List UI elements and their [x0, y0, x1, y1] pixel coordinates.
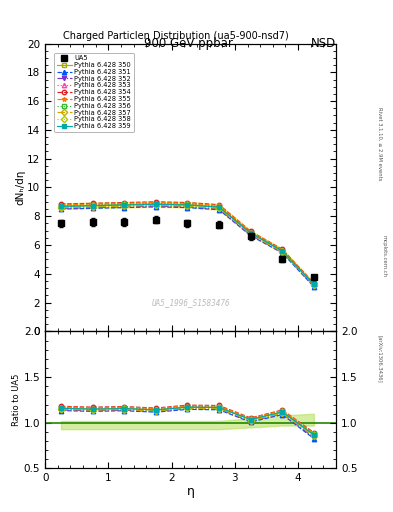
Title: Charged Particleη Distribution (ua5-900-nsd7): Charged Particleη Distribution (ua5-900-…	[63, 31, 289, 41]
Text: 900 GeV ppbar: 900 GeV ppbar	[144, 37, 233, 50]
Text: Rivet 3.1.10, ≥ 2.9M events: Rivet 3.1.10, ≥ 2.9M events	[377, 106, 382, 180]
Y-axis label: dNₕ/dη: dNₕ/dη	[16, 170, 26, 205]
Y-axis label: Ratio to UA5: Ratio to UA5	[12, 374, 21, 426]
Text: mcplots.cern.ch: mcplots.cern.ch	[382, 235, 387, 277]
X-axis label: η: η	[187, 485, 195, 498]
Text: NSD: NSD	[311, 37, 336, 50]
Legend: UA5, Pythia 6.428 350, Pythia 6.428 351, Pythia 6.428 352, Pythia 6.428 353, Pyt: UA5, Pythia 6.428 350, Pythia 6.428 351,…	[54, 53, 134, 132]
Text: UA5_1996_S1583476: UA5_1996_S1583476	[151, 298, 230, 307]
Text: [arXiv:1306.3436]: [arXiv:1306.3436]	[377, 334, 382, 382]
